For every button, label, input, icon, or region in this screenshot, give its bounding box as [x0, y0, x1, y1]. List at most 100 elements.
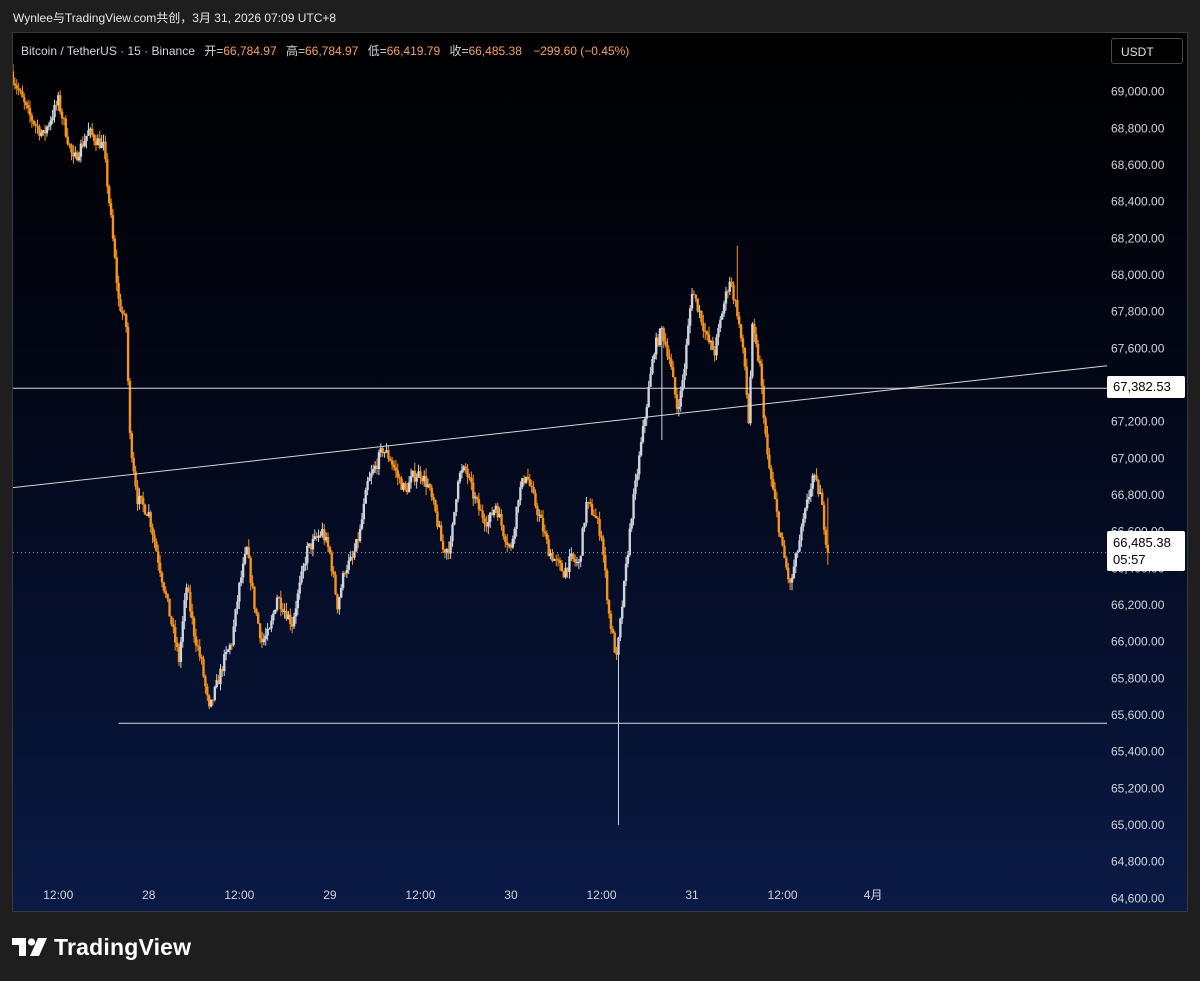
candle-body — [315, 536, 318, 538]
candle-body — [747, 394, 750, 424]
candle-body — [377, 452, 381, 470]
candle-body — [549, 553, 552, 557]
candle-body — [119, 298, 122, 311]
candle-body — [326, 537, 330, 547]
y-tick-label: 64,800.00 — [1111, 855, 1165, 869]
candle-body — [717, 327, 720, 338]
candle-body — [17, 88, 20, 91]
candle-body — [787, 567, 790, 580]
candle-body — [583, 522, 586, 529]
candle-body — [347, 560, 350, 570]
x-tick-label: 31 — [685, 888, 699, 902]
candle-body — [91, 128, 94, 135]
candle-body — [134, 471, 137, 487]
candle-body — [294, 608, 298, 617]
x-tick-label: 12:00 — [224, 888, 254, 902]
candle-body — [468, 476, 471, 478]
candle-body — [258, 623, 262, 639]
chart-frame[interactable]: 64,600.00 64,800.00 65,000.00 65,200.00 65,4… — [12, 32, 1188, 912]
candle-body — [21, 91, 24, 98]
symbol-label[interactable]: Bitcoin / TetherUS · 15 · Binance — [21, 44, 195, 58]
candle-body — [515, 506, 518, 529]
candle-body — [490, 512, 494, 516]
candle-body — [285, 610, 288, 620]
candle-body — [15, 85, 18, 89]
candle-body — [683, 368, 686, 380]
candle-body — [577, 561, 581, 563]
candle-body — [28, 108, 32, 116]
candle-body — [421, 477, 424, 482]
candle-body — [217, 679, 220, 685]
candle-body — [264, 635, 267, 640]
candle-body — [206, 686, 209, 696]
trend-line[interactable] — [13, 365, 1108, 489]
candle-body — [438, 525, 441, 527]
candle-body — [340, 587, 343, 598]
candle-body — [473, 496, 477, 499]
candle-body — [192, 617, 196, 637]
candle-body — [670, 359, 673, 368]
candle-body — [287, 614, 290, 620]
candle-body — [313, 536, 316, 540]
candle-body — [447, 548, 450, 554]
candle-body — [464, 466, 467, 469]
candle-body — [311, 539, 315, 550]
candle-body — [404, 483, 407, 490]
candle-body — [283, 610, 286, 612]
candle-body — [628, 528, 631, 555]
candle-body — [600, 535, 603, 539]
candle-body — [162, 582, 166, 591]
candle-body — [777, 511, 780, 533]
candlestick-chart[interactable]: 64,600.00 64,800.00 65,000.00 65,200.00 65,4… — [13, 33, 1188, 912]
candle-body — [330, 552, 333, 572]
candle-body — [389, 458, 392, 461]
candle-body — [566, 567, 569, 572]
candle-body — [519, 487, 522, 501]
candle-body — [615, 652, 618, 655]
candle-body — [81, 143, 84, 147]
candle-body — [360, 519, 364, 529]
candle-body — [651, 359, 654, 374]
candle-body — [487, 521, 490, 527]
candle-body — [792, 566, 796, 579]
candle-body — [392, 464, 396, 468]
candle-body — [370, 473, 373, 478]
candle-body — [143, 504, 147, 515]
candle-body — [100, 142, 103, 149]
candle-body — [92, 134, 96, 142]
candle-body — [60, 111, 64, 119]
candle-body — [771, 479, 775, 489]
candle-body — [30, 115, 34, 121]
candle-body — [106, 159, 109, 187]
candle-body — [668, 356, 671, 360]
last-price-value: 66,485.38 — [1113, 535, 1171, 550]
candle-body — [809, 488, 813, 497]
candle-body — [43, 130, 47, 134]
candle-body — [722, 303, 726, 314]
candle-body — [249, 557, 252, 583]
candle-body — [666, 344, 669, 357]
candle-body — [572, 553, 575, 560]
candle-body — [768, 454, 771, 469]
candle-body — [170, 616, 173, 625]
candle-body — [181, 621, 184, 642]
currency-button[interactable]: USDT — [1111, 38, 1183, 64]
candle-body — [89, 128, 92, 131]
candle-body — [460, 470, 464, 473]
candle-body — [226, 649, 230, 652]
candle-body — [502, 525, 505, 537]
candle-body — [492, 509, 496, 516]
candle-body — [694, 294, 698, 299]
candle-body — [739, 324, 743, 339]
candle-body — [596, 518, 599, 520]
candle-body — [619, 618, 622, 638]
candle-body — [639, 441, 643, 456]
x-tick-label: 12:00 — [768, 888, 798, 902]
tradingview-logo[interactable]: TradingView — [12, 933, 191, 961]
horizontal-line-price-tag: 67,382.53 — [1107, 376, 1185, 398]
candle-body — [632, 493, 635, 519]
candle-body — [241, 563, 245, 578]
candle-body — [709, 341, 713, 343]
x-tick-label: 4月 — [864, 888, 883, 902]
candle-body — [79, 143, 83, 157]
